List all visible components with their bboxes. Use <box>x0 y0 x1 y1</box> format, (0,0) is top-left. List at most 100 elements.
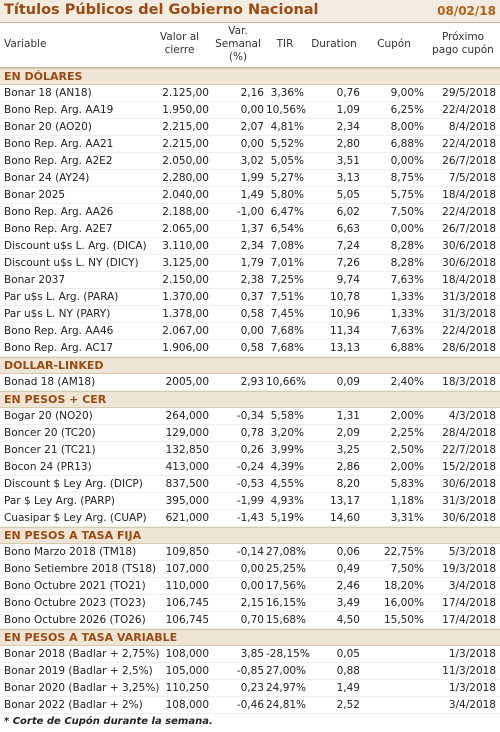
cell: 9,74 <box>336 274 360 286</box>
cell: 413,000 <box>165 461 209 473</box>
cell: 3,85 <box>240 648 264 660</box>
cell: 26/7/2018 <box>442 223 496 235</box>
cell: 1,99 <box>240 172 264 184</box>
cell: Bono Marzo 2018 (TM18) <box>4 546 137 558</box>
cell: 2,50% <box>390 444 424 456</box>
table-row: Bono Rep. Arg. AC17 1.906,00 0,58 7,68% 13,1… <box>0 340 500 357</box>
cell: 22,75% <box>383 546 424 558</box>
cell: 2,38 <box>240 274 264 286</box>
table-row: Bono Setiembre 2018 (TS18) 107,000 0,00 25,… <box>0 561 500 578</box>
cell: 1,79 <box>240 257 264 269</box>
cell: 110,250 <box>165 682 209 694</box>
cell: 18/4/2018 <box>442 189 496 201</box>
cell: 2,52 <box>336 699 360 711</box>
cell: Bonar 24 (AY24) <box>4 172 90 184</box>
cell: Bogar 20 (NO20) <box>4 410 93 422</box>
table-row: Discount u$s L. Arg. (DICA) 3.110,00 2,34 7… <box>0 238 500 255</box>
cell: 6,54% <box>270 223 304 235</box>
cell: 1,18% <box>390 495 424 507</box>
cell: 15,68% <box>266 614 307 626</box>
cell: 6,25% <box>390 104 424 116</box>
cell: 6,63 <box>336 223 360 235</box>
cell: 3/4/2018 <box>448 580 496 592</box>
cell: -0,14 <box>236 546 264 558</box>
cell: 16,00% <box>383 597 424 609</box>
cell: 0,70 <box>240 614 264 626</box>
cell: Bono Rep. Arg. AA19 <box>4 104 114 116</box>
table-row: Bonar 2019 (Badlar + 2,5%) 105,000 -0,85 27… <box>0 663 500 680</box>
table-row: Bono Rep. Arg. A2E2 2.050,00 3,02 5,05% 3,51… <box>0 153 500 170</box>
section-title: DOLLAR-LINKED <box>4 359 104 372</box>
cell: 5,75% <box>390 189 424 201</box>
table-row: Bono Rep. Arg. AA26 2.188,00 -1,00 6,47% 6,0… <box>0 204 500 221</box>
cell: 7,63% <box>390 274 424 286</box>
cell: 2,34 <box>240 240 264 252</box>
cell: 0,23 <box>240 682 264 694</box>
cell: 132,850 <box>165 444 209 456</box>
cell: 2,93 <box>240 376 264 388</box>
cell: 4,39% <box>270 461 304 473</box>
cell: 2,86 <box>336 461 360 473</box>
cell: 30/6/2018 <box>442 478 496 490</box>
cell: Discount u$s L. NY (DICY) <box>4 257 139 269</box>
cell: 27,00% <box>266 665 307 677</box>
cell: 16,15% <box>266 597 307 609</box>
cell: 22/4/2018 <box>442 206 496 218</box>
cell: 6,88% <box>390 342 424 354</box>
cell: 3.125,00 <box>162 257 209 269</box>
cell: 109,850 <box>165 546 209 558</box>
cell: 26/7/2018 <box>442 155 496 167</box>
cell: 1.378,00 <box>162 308 209 320</box>
cell: 5,52% <box>270 138 304 150</box>
cell: 1/3/2018 <box>448 682 496 694</box>
cell: 2,00% <box>390 461 424 473</box>
cell: 6,47% <box>270 206 304 218</box>
cell: 4,93% <box>270 495 304 507</box>
cell: 0,78 <box>240 427 264 439</box>
cell: 2.065,00 <box>162 223 209 235</box>
table-row: Bono Octubre 2021 (TO21) 110,000 0,00 17,56… <box>0 578 500 595</box>
cell: 2,00% <box>390 410 424 422</box>
cell: 24,97% <box>266 682 307 694</box>
cell: 18,20% <box>383 580 424 592</box>
cell: 0,05 <box>336 648 360 660</box>
cell: Bono Octubre 2026 (TO26) <box>4 614 146 626</box>
cell: 0,49 <box>336 563 360 575</box>
cell: Bonar 2018 (Badlar + 2,75%) <box>4 648 160 660</box>
cell: 621,000 <box>165 512 209 524</box>
table-row: Bonar 2022 (Badlar + 2%) 108,000 -0,46 24,8… <box>0 697 500 714</box>
cell: 28/4/2018 <box>442 427 496 439</box>
cell: 22/4/2018 <box>442 104 496 116</box>
cell: 8,00% <box>390 121 424 133</box>
cell: 108,000 <box>165 699 209 711</box>
cell: 30/6/2018 <box>442 240 496 252</box>
cell: 7,50% <box>390 206 424 218</box>
cell: 0,00 <box>240 138 264 150</box>
column-header: Cupón <box>377 38 411 50</box>
table-row: Discount u$s L. NY (DICY) 3.125,00 1,79 7,0… <box>0 255 500 272</box>
cell: 1,37 <box>240 223 264 235</box>
cell: 9,00% <box>390 87 424 99</box>
cell: 129,000 <box>165 427 209 439</box>
cell: 3,99% <box>270 444 304 456</box>
column-header: Variable <box>4 38 47 50</box>
cell: 7,26 <box>336 257 360 269</box>
cell: 108,000 <box>165 648 209 660</box>
cell: 2.215,00 <box>162 138 209 150</box>
section-header: EN DÓLARES <box>0 68 500 85</box>
cell: 22/4/2018 <box>442 325 496 337</box>
cell: 3.110,00 <box>162 240 209 252</box>
cell: 19/3/2018 <box>442 563 496 575</box>
cell: 2,34 <box>336 121 360 133</box>
cell: 2,09 <box>336 427 360 439</box>
cell: Discount u$s L. Arg. (DICA) <box>4 240 147 252</box>
cell: Bonar 2020 (Badlar + 3,25%) <box>4 682 160 694</box>
cell: Bono Rep. Arg. A2E7 <box>4 223 113 235</box>
cell: 4/3/2018 <box>448 410 496 422</box>
cell: Bonad 18 (AM18) <box>4 376 96 388</box>
cell: 3,49 <box>336 597 360 609</box>
cell: 2.067,00 <box>162 325 209 337</box>
cell: 5,19% <box>270 512 304 524</box>
cell: 1,33% <box>390 291 424 303</box>
